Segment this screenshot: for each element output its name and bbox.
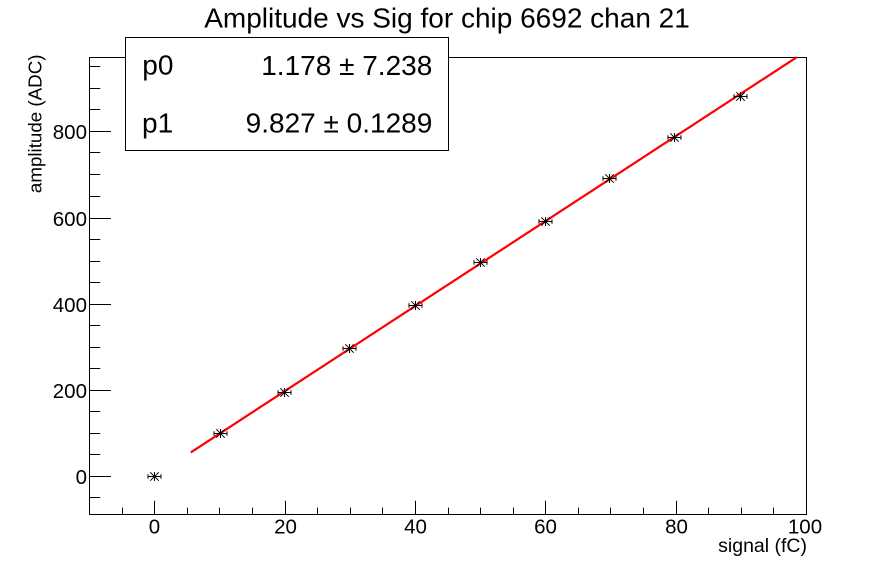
svg-text:amplitude (ADC): amplitude (ADC): [25, 55, 46, 194]
svg-text:200: 200: [53, 380, 87, 403]
svg-text:signal (fC): signal (fC): [718, 535, 807, 557]
svg-text:20: 20: [274, 516, 297, 539]
svg-text:600: 600: [53, 208, 87, 231]
svg-text:40: 40: [404, 516, 427, 539]
svg-text:1.178 ± 7.238: 1.178 ± 7.238: [261, 50, 432, 81]
svg-text:0: 0: [149, 516, 160, 539]
svg-text:400: 400: [53, 294, 87, 317]
svg-text:100: 100: [788, 516, 822, 539]
svg-text:p1: p1: [142, 107, 173, 138]
svg-text:p0: p0: [142, 50, 173, 81]
svg-text:80: 80: [665, 516, 688, 539]
svg-text:9.827 ± 0.1289: 9.827 ± 0.1289: [246, 107, 433, 138]
svg-text:Amplitude vs Sig for chip 6692: Amplitude vs Sig for chip 6692 chan 21: [204, 2, 690, 33]
svg-text:800: 800: [53, 121, 87, 144]
svg-text:0: 0: [76, 466, 87, 489]
svg-text:60: 60: [534, 516, 557, 539]
